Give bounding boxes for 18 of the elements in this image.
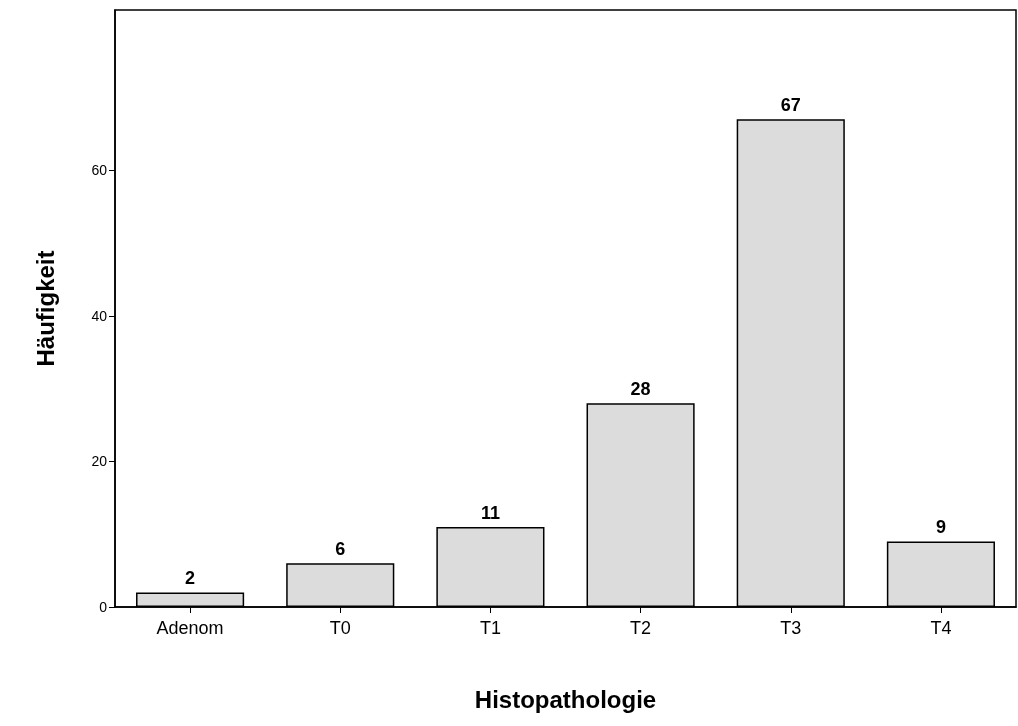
x-axis-title: Histopathologie [474, 685, 657, 713]
y-tick-label: 40 [91, 307, 108, 324]
y-tick-label: 0 [99, 599, 108, 615]
y-tick-label: 60 [91, 162, 108, 179]
data-label: 6 [335, 539, 346, 560]
data-label: 9 [935, 517, 946, 538]
x-tick-label: T2 [630, 618, 652, 638]
y-axis-title: Häufigkeit [31, 250, 59, 367]
x-tick-label: T3 [780, 618, 802, 638]
y-tick-label: 20 [91, 453, 108, 470]
data-label: 2 [185, 568, 196, 589]
x-tick-label: Adenom [156, 618, 224, 638]
x-tick-label: T0 [329, 618, 351, 638]
data-label: 67 [780, 95, 801, 116]
x-tick-label: T4 [930, 618, 952, 638]
data-label: 28 [630, 379, 651, 400]
x-tick-label: T1 [479, 618, 501, 638]
data-label: 11 [480, 502, 500, 523]
